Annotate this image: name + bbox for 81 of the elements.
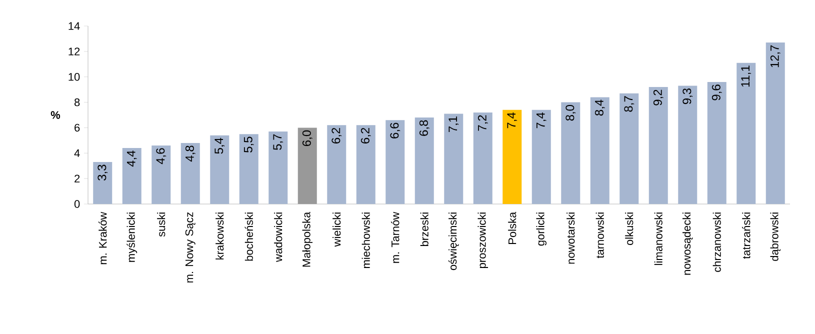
bar	[444, 114, 464, 204]
x-tick-label: Małopolska	[302, 212, 313, 267]
data-label: 7,4	[507, 112, 518, 128]
bar	[356, 125, 376, 204]
x-tick-label: suski	[157, 212, 166, 237]
bar	[590, 97, 610, 204]
x-tick-label: limanowski	[654, 212, 662, 265]
bar	[122, 148, 142, 204]
data-label: 8,4	[594, 100, 605, 116]
data-label: 6,0	[302, 130, 312, 146]
data-label: 7,1	[448, 116, 459, 132]
x-tick-label: wielicki	[332, 212, 341, 247]
y-tick-label: 12	[68, 48, 80, 56]
x-tick-label: chrzanowski	[712, 212, 721, 272]
bar	[298, 128, 317, 204]
x-tick-label: nowotarski	[566, 212, 575, 264]
x-tick-label: m. Kraków	[98, 212, 107, 264]
bar	[93, 162, 112, 204]
y-tick-label: 6	[74, 124, 80, 132]
data-label: 12,7	[770, 45, 780, 68]
bar	[766, 42, 785, 204]
data-label: 8,0	[566, 104, 576, 121]
x-tick-label: bocheński	[244, 212, 253, 261]
data-label: 3,3	[98, 164, 108, 180]
data-label: 9,6	[712, 84, 722, 100]
x-tick-label: miechowski	[362, 212, 370, 268]
data-label: 7,4	[536, 112, 546, 128]
data-label: 6,2	[332, 128, 342, 144]
x-tick-label: tatrzański	[742, 212, 750, 259]
bar	[473, 112, 492, 204]
x-tick-label: Polska	[508, 212, 516, 244]
x-tick-label: wadowicki	[274, 212, 282, 262]
data-label: 5,5	[244, 136, 254, 152]
bar	[532, 110, 551, 204]
x-tick-label: brzeski	[420, 212, 428, 246]
data-label: 4,4	[126, 150, 137, 167]
x-tick-label: m. Tarnów	[391, 212, 400, 263]
data-label: 6,6	[390, 122, 400, 138]
bar	[736, 62, 756, 204]
bar	[561, 102, 580, 204]
data-label: 9,2	[653, 90, 664, 106]
bar	[648, 87, 668, 204]
data-label: 4,6	[156, 148, 166, 164]
x-tick-label: gorlicki	[536, 212, 547, 246]
x-tick-label: oświęcimski	[448, 212, 459, 270]
y-tick-label: 0	[74, 200, 80, 208]
y-tick-label: 2	[74, 174, 80, 182]
bar	[620, 93, 639, 204]
data-label: 11,1	[741, 66, 752, 87]
data-label: 5,7	[273, 134, 284, 150]
x-tick-label: proszowicki	[478, 212, 488, 268]
bar	[180, 142, 200, 204]
x-tick-label: olkuski	[625, 212, 634, 246]
y-tick-label: 8	[74, 98, 80, 106]
bar	[386, 120, 405, 204]
bar	[414, 118, 434, 204]
data-label: 5,4	[214, 138, 225, 154]
y-tick-label: 10	[68, 72, 80, 81]
bar	[502, 110, 522, 204]
bar	[152, 146, 171, 204]
data-label: 6,8	[419, 120, 430, 136]
y-axis-title: %	[50, 111, 60, 119]
bar	[707, 82, 726, 204]
x-tick-label: tarnowski	[596, 212, 604, 258]
data-label: 4,8	[185, 146, 196, 162]
bar	[210, 135, 230, 204]
bar	[239, 134, 258, 204]
x-tick-label: myślenicki	[126, 212, 138, 262]
bar	[678, 86, 698, 204]
bar	[268, 132, 288, 204]
x-tick-label: nowosądecki	[682, 212, 693, 275]
data-label: 9,3	[682, 88, 693, 104]
x-tick-label: m. Nowy Sącz	[185, 212, 196, 282]
x-tick-label: krakowski	[216, 212, 224, 260]
y-tick-label: 14	[68, 22, 80, 30]
y-tick-label: 4	[74, 149, 80, 157]
data-label: 8,7	[624, 96, 634, 112]
bar	[327, 125, 346, 204]
data-label: 7,2	[478, 115, 488, 131]
x-tick-label: dąbrowski	[770, 212, 781, 261]
data-label: 6,2	[360, 128, 371, 144]
